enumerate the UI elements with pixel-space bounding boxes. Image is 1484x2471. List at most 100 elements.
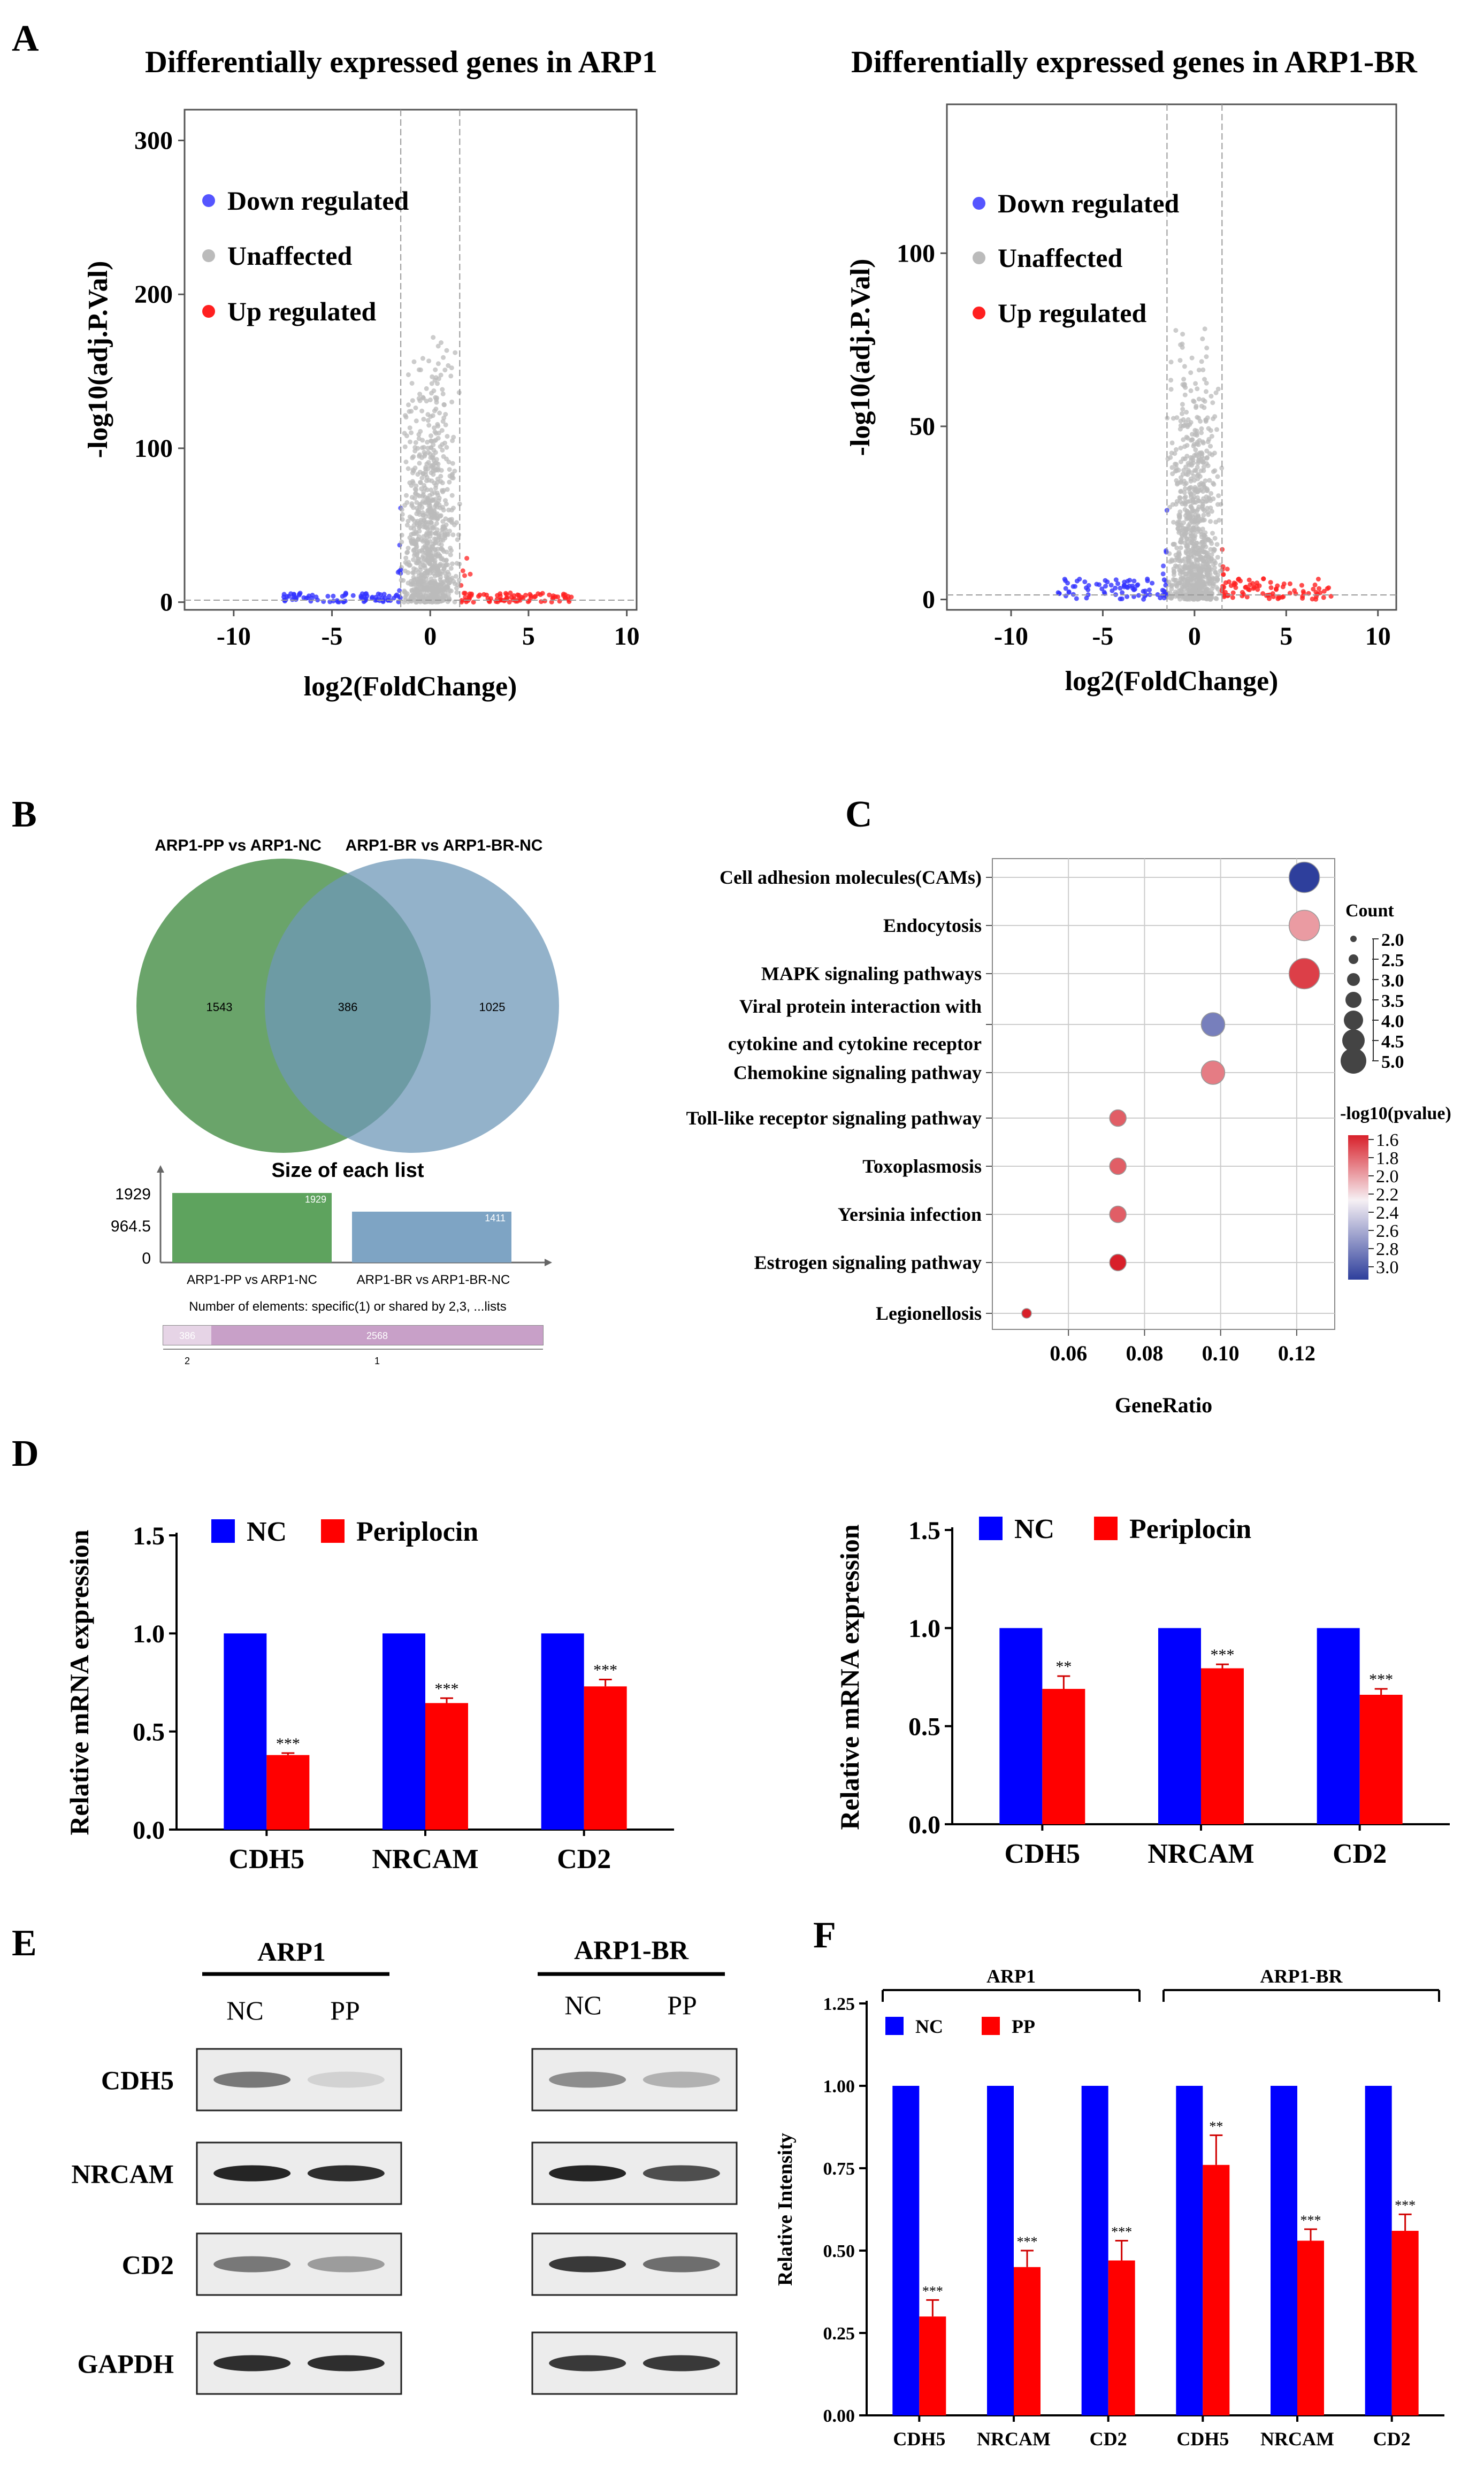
volcano-point: [438, 575, 443, 580]
volcano-point: [381, 592, 387, 597]
volcano-point: [1173, 462, 1177, 466]
significance-label: ***: [1301, 2213, 1321, 2228]
volcano-point: [1197, 571, 1203, 576]
volcano-point: [308, 599, 313, 604]
volcano-point: [1177, 495, 1182, 500]
volcano-point: [504, 592, 509, 597]
volcano-point: [1203, 417, 1208, 423]
volcano-point: [1247, 587, 1252, 592]
volcano-point: [1183, 550, 1189, 555]
volcano-point: [1321, 588, 1327, 594]
volcano-point: [1211, 481, 1217, 487]
volcano-point: [532, 594, 537, 600]
significance-label: ***: [922, 2283, 943, 2299]
volcano-point: [1175, 526, 1181, 531]
volcano-point: [1192, 500, 1197, 505]
volcano-point: [1213, 519, 1219, 525]
y-tick-label: 50: [909, 412, 935, 441]
size-legend-dot: [1350, 936, 1357, 942]
volcano-point: [1200, 564, 1205, 569]
volcano-point: [1204, 596, 1209, 601]
legend-label-treated: Periplocin: [1129, 1514, 1251, 1544]
volcano-point: [1199, 590, 1204, 595]
volcano-point: [439, 340, 443, 345]
category-label: Cell adhesion molecules(CAMs): [720, 867, 982, 888]
y-tick-label: 1.0: [133, 1620, 165, 1648]
volcano-point: [408, 563, 412, 568]
volcano-point: [414, 553, 419, 558]
volcano-point: [441, 507, 446, 512]
volcano-point: [1198, 594, 1203, 600]
bar-nc: [1176, 2086, 1203, 2415]
volcano-point: [430, 583, 435, 588]
volcano-point: [414, 600, 419, 605]
volcano-point: [1212, 547, 1217, 553]
volcano-point: [439, 542, 444, 547]
lane-label-nc: NC: [564, 1990, 601, 2020]
volcano-point: [452, 581, 457, 586]
size-legend-label: 2.0: [1381, 930, 1404, 950]
volcano-point: [432, 573, 438, 578]
volcano-point: [1189, 355, 1195, 361]
x-tick-label: -10: [217, 622, 251, 651]
volcano-point: [301, 595, 307, 600]
volcano-point: [1145, 578, 1150, 584]
volcano-point: [1287, 581, 1292, 586]
volcano-point: [418, 567, 423, 572]
volcano-point: [1180, 411, 1184, 416]
group-label: ARP1: [986, 1965, 1036, 1987]
volcano-point: [1169, 450, 1174, 456]
color-legend-label: 1.8: [1376, 1149, 1399, 1168]
volcano-point: [1204, 567, 1210, 572]
volcano-point: [1233, 585, 1238, 590]
volcano-point: [1184, 410, 1189, 415]
volcano-point: [425, 418, 431, 423]
volcano-point: [1193, 468, 1198, 473]
volcano-legend: Down regulated Unaffected Up regulated: [973, 188, 1180, 328]
volcano-point: [1212, 468, 1218, 473]
significance-label: ***: [435, 1680, 459, 1697]
western-blot-panel: ARP1 ARP1-BR NC PP NC PP CDH5 NRCAM CD2 GAP…: [71, 1935, 738, 2395]
volcano-point: [456, 532, 461, 538]
volcano-point: [1211, 496, 1216, 501]
kegg-dot-plot: Cell adhesion molecules(CAMs) Endocytosis…: [686, 858, 1451, 1417]
bar-treated: [1391, 2231, 1419, 2415]
size-legend-label: 5.0: [1381, 1052, 1404, 1072]
volcano-point: [1215, 555, 1220, 560]
volcano-point: [424, 475, 430, 480]
volcano-point: [451, 434, 456, 440]
dot: [1021, 1308, 1032, 1319]
category-label: Viral protein interaction with: [739, 996, 982, 1017]
volcano-point: [433, 431, 439, 436]
volcano-point: [1169, 465, 1175, 470]
size-tick: 964.5: [111, 1218, 151, 1235]
size-legend-label: 3.5: [1381, 991, 1404, 1011]
volcano-point: [1085, 587, 1091, 592]
volcano-point: [343, 591, 348, 596]
volcano-point: [1188, 370, 1194, 376]
volcano-point: [1086, 583, 1091, 588]
volcano-point: [1073, 584, 1077, 589]
y-tick-label: 0.50: [823, 2242, 855, 2261]
size-legend-dot: [1349, 954, 1358, 964]
volcano-point: [1182, 456, 1188, 462]
volcano-point: [1118, 596, 1123, 601]
volcano-point: [1194, 429, 1199, 434]
blot-row-label: CDH5: [101, 2065, 174, 2095]
volcano-point: [1203, 478, 1208, 484]
volcano-point: [428, 445, 433, 450]
volcano-point: [1198, 419, 1203, 424]
size-bar-label: ARP1-PP vs ARP1-NC: [187, 1273, 317, 1287]
bar-treated: [1359, 1695, 1403, 1824]
volcano-point: [416, 436, 422, 441]
volcano-point: [411, 548, 416, 553]
volcano-point: [1160, 571, 1166, 577]
volcano-point: [1062, 577, 1067, 582]
dot: [1288, 958, 1320, 990]
volcano-point: [1155, 592, 1160, 597]
y-tick-label: 1.5: [908, 1517, 940, 1545]
size-bar-value: 1411: [485, 1213, 506, 1223]
volcano-point: [1205, 561, 1210, 567]
size-bar-label: ARP1-BR vs ARP1-BR-NC: [357, 1273, 510, 1287]
volcano-point: [419, 476, 425, 481]
